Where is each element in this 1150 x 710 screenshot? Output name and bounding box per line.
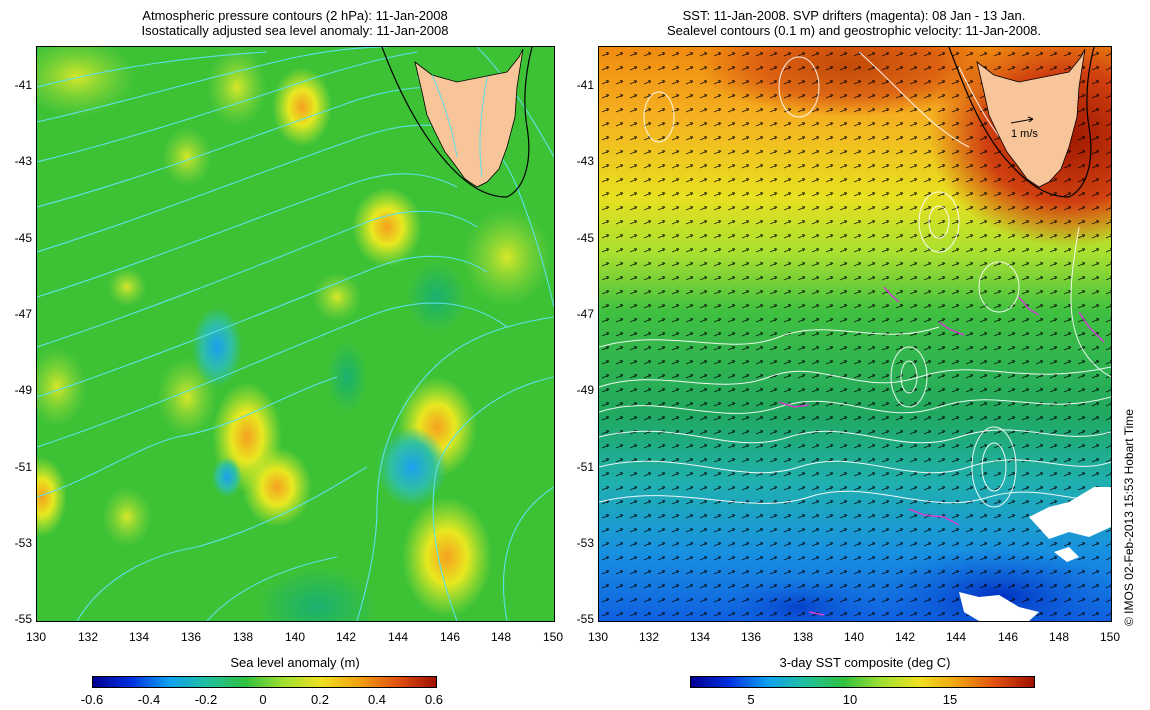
x-tick-label: 132 [638, 630, 660, 644]
sst-map-svg: 1 m/s [599, 47, 1111, 621]
velocity-scale-arrow [1010, 116, 1034, 124]
y-tick-label: -41 [576, 78, 594, 92]
sealevel-contours [599, 51, 1111, 508]
y-tick-label: -47 [576, 307, 594, 321]
colorbar-tick: 0.2 [310, 692, 330, 707]
y-tick-label: -43 [576, 154, 594, 168]
x-tick-label: 148 [490, 630, 512, 644]
sla-colorbar [92, 676, 437, 688]
colorbar-tick: 0.6 [424, 692, 444, 707]
sst-map: 1 m/s [598, 46, 1112, 622]
x-tick-label: 136 [180, 630, 202, 644]
sst-colorbar [690, 676, 1035, 688]
sla-map-svg [37, 47, 554, 621]
x-tick-label: 144 [387, 630, 409, 644]
y-tick-label: -43 [14, 154, 32, 168]
left-title-line1: Atmospheric pressure contours (2 hPa): 1… [142, 8, 448, 23]
right-colorbar-label: 3-day SST composite (deg C) [779, 655, 951, 670]
left-title-line2: Isostatically adjusted sea level anomaly… [141, 23, 449, 38]
y-tick-label: -51 [14, 460, 32, 474]
velocity-scale-label: 1 m/s [1011, 128, 1038, 140]
y-tick-label: -55 [14, 612, 32, 626]
x-tick-label: 142 [894, 630, 916, 644]
colorbar-tick: -0.6 [80, 692, 104, 707]
colorbar-tick: 15 [942, 692, 958, 707]
pressure-contours [37, 47, 554, 621]
x-tick-label: 146 [439, 630, 461, 644]
right-title: SST: 11-Jan-2008. SVP drifters (magenta)… [598, 8, 1110, 38]
colorbar-tick: 0 [259, 692, 267, 707]
x-tick-label: 138 [792, 630, 814, 644]
x-tick-label: 150 [542, 630, 564, 644]
svp-drifter-tracks [778, 286, 1105, 616]
x-tick-label: 142 [335, 630, 357, 644]
imos-credit: © IMOS 02-Feb-2013 15:53 Hobart Time [1122, 409, 1136, 626]
x-tick-label: 138 [232, 630, 254, 644]
y-tick-label: -47 [14, 307, 32, 321]
left-colorbar-label: Sea level anomaly (m) [230, 655, 360, 670]
y-tick-label: -45 [576, 231, 594, 245]
colorbar-tick: 0.4 [367, 692, 387, 707]
x-tick-label: 140 [843, 630, 865, 644]
left-title: Atmospheric pressure contours (2 hPa): 1… [36, 8, 554, 38]
x-tick-label: 150 [1099, 630, 1121, 644]
y-tick-label: -49 [14, 383, 32, 397]
y-tick-label: -45 [14, 231, 32, 245]
x-tick-label: 146 [997, 630, 1019, 644]
right-title-line2: Sealevel contours (0.1 m) and geostrophi… [666, 23, 1042, 38]
y-tick-label: -55 [576, 612, 594, 626]
x-tick-label: 134 [689, 630, 711, 644]
tasmania-landmass [414, 48, 524, 188]
colorbar-tick: -0.4 [137, 692, 161, 707]
colorbar-tick: -0.2 [194, 692, 218, 707]
x-tick-label: 144 [945, 630, 967, 644]
y-tick-label: -53 [14, 536, 32, 550]
x-tick-label: 140 [284, 630, 306, 644]
colorbar-tick: 5 [747, 692, 755, 707]
x-tick-label: 132 [77, 630, 99, 644]
y-tick-label: -41 [14, 78, 32, 92]
cloud-mask [959, 487, 1111, 621]
y-tick-label: -49 [576, 383, 594, 397]
x-tick-label: 136 [740, 630, 762, 644]
right-title-line1: SST: 11-Jan-2008. SVP drifters (magenta)… [682, 8, 1026, 23]
colorbar-tick: 10 [842, 692, 858, 707]
x-tick-label: 130 [587, 630, 609, 644]
y-tick-label: -51 [576, 460, 594, 474]
sea-level-anomaly-map [36, 46, 555, 622]
x-tick-label: 130 [25, 630, 47, 644]
x-tick-label: 148 [1048, 630, 1070, 644]
x-tick-label: 134 [128, 630, 150, 644]
y-tick-label: -53 [576, 536, 594, 550]
